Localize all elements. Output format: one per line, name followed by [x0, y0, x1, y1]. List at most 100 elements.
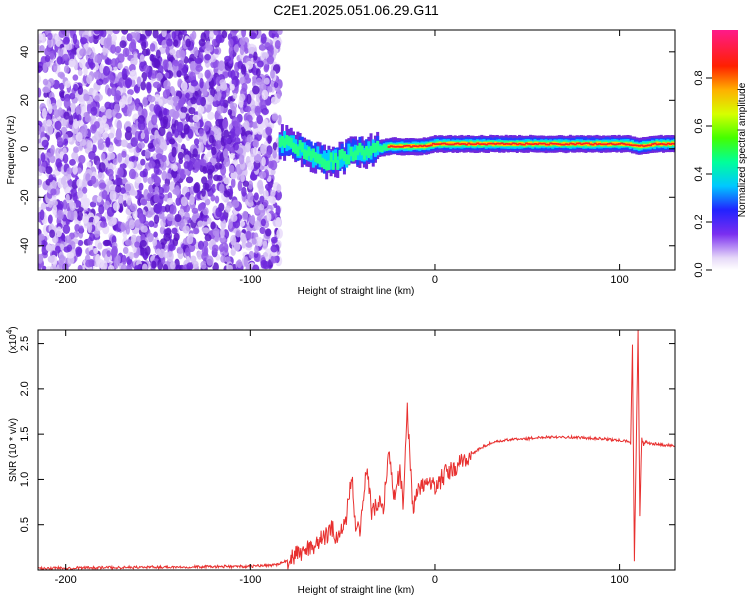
heatmap-cell	[152, 238, 158, 247]
heatmap-cell	[38, 158, 42, 167]
heatmap-cell	[518, 142, 522, 145]
heatmap-cell	[222, 118, 229, 130]
heatmap-cell	[94, 131, 102, 141]
snr-ylabel: SNR (10 * v/v)	[8, 418, 19, 482]
heatmap-cell	[129, 219, 136, 230]
heatmap-cell	[62, 53, 70, 62]
heatmap-cell	[218, 60, 225, 72]
heatmap-cell	[240, 173, 245, 183]
heatmap-cell	[82, 213, 89, 224]
heatmap-cell	[201, 188, 206, 197]
heatmap-cell	[233, 241, 241, 252]
snr-multiplier: (x104)	[5, 326, 19, 353]
heatmap-cell	[247, 180, 254, 190]
heatmap-cell	[478, 141, 482, 145]
heatmap-cell	[358, 142, 362, 153]
heatmap-cell	[158, 126, 166, 137]
heatmap-cell	[124, 239, 132, 246]
heatmap-cell	[72, 192, 78, 202]
heatmap-cell	[582, 142, 586, 145]
heatmap-cell	[245, 105, 252, 113]
heatmap-cell	[620, 142, 624, 145]
heatmap-cell	[94, 54, 102, 65]
spectrogram-xlabel: Height of straight line (km)	[298, 286, 415, 297]
heatmap-cell	[233, 142, 239, 151]
heatmap-cell	[218, 183, 225, 194]
heatmap-cell	[287, 136, 291, 147]
heatmap-cell	[606, 143, 610, 145]
heatmap-cell	[220, 255, 227, 263]
heatmap-cell	[200, 32, 207, 42]
heatmap-cell	[270, 189, 276, 197]
heatmap-cell	[240, 233, 248, 244]
heatmap-cell	[64, 235, 72, 244]
heatmap-cell	[465, 141, 469, 146]
heatmap-cell	[184, 154, 190, 164]
heatmap-cell	[624, 143, 628, 146]
heatmap-cell	[202, 227, 210, 234]
heatmap-cell	[143, 64, 150, 73]
heatmap-cell	[219, 212, 225, 222]
heatmap-cell	[427, 145, 431, 147]
heatmap-cell	[274, 39, 281, 50]
heatmap-cell	[303, 149, 307, 159]
heatmap-cell	[405, 144, 409, 147]
heatmap-cell	[163, 79, 171, 90]
heatmap-cell	[125, 126, 132, 133]
heatmap-cell	[180, 112, 186, 119]
heatmap-cell	[79, 48, 87, 57]
heatmap-cell	[156, 35, 164, 43]
heatmap-cell	[511, 142, 515, 147]
heatmap-cell	[191, 215, 198, 222]
heatmap-cell	[434, 143, 438, 146]
heatmap-cell	[134, 219, 141, 229]
heatmap-cell	[212, 99, 220, 108]
heatmap-cell	[238, 153, 245, 165]
heatmap-cell	[161, 170, 168, 181]
heatmap-cell	[609, 142, 613, 147]
heatmap-cell	[102, 66, 111, 76]
heatmap-cell	[83, 93, 90, 102]
heatmap-cell	[644, 144, 648, 147]
heatmap-cell	[89, 233, 96, 242]
heatmap-cell	[38, 253, 44, 264]
heatmap-cell	[338, 154, 342, 169]
heatmap-cell	[263, 77, 270, 85]
heatmap-cell	[190, 255, 197, 263]
heatmap-cell	[556, 143, 560, 145]
heatmap-cell	[133, 265, 141, 270]
heatmap-cell	[127, 33, 133, 42]
heatmap-cell	[121, 254, 127, 266]
heatmap-cell	[500, 142, 504, 145]
heatmap-cell	[429, 144, 433, 147]
heatmap-cell	[342, 151, 346, 162]
heatmap-cell	[668, 143, 672, 145]
heatmap-cell	[113, 93, 121, 104]
heatmap-cell	[414, 145, 418, 147]
heatmap-cell	[325, 160, 329, 171]
heatmap-cell	[456, 142, 460, 145]
heatmap-cell	[573, 143, 577, 146]
heatmap-cell	[151, 114, 158, 126]
heatmap-cell	[145, 210, 153, 218]
heatmap-cell	[177, 135, 183, 144]
heatmap-cell	[162, 264, 169, 270]
heatmap-cell	[190, 79, 198, 87]
heatmap-cell	[622, 143, 626, 145]
heatmap-cell	[101, 115, 107, 124]
heatmap-cell	[163, 183, 170, 193]
heatmap-cell	[270, 255, 278, 264]
heatmap-cell	[227, 70, 233, 78]
heatmap-cell	[460, 143, 464, 145]
x-tick-label: 0	[432, 274, 438, 286]
heatmap-cell	[166, 251, 174, 263]
heatmap-cell	[476, 142, 480, 145]
heatmap-cell	[197, 72, 204, 80]
heatmap-cell	[542, 142, 546, 145]
heatmap-cell	[202, 85, 208, 97]
heatmap-cell	[210, 86, 216, 98]
heatmap-cell	[522, 143, 526, 146]
heatmap-cell	[207, 168, 214, 175]
heatmap-cell	[307, 146, 311, 157]
heatmap-cell	[213, 30, 220, 36]
